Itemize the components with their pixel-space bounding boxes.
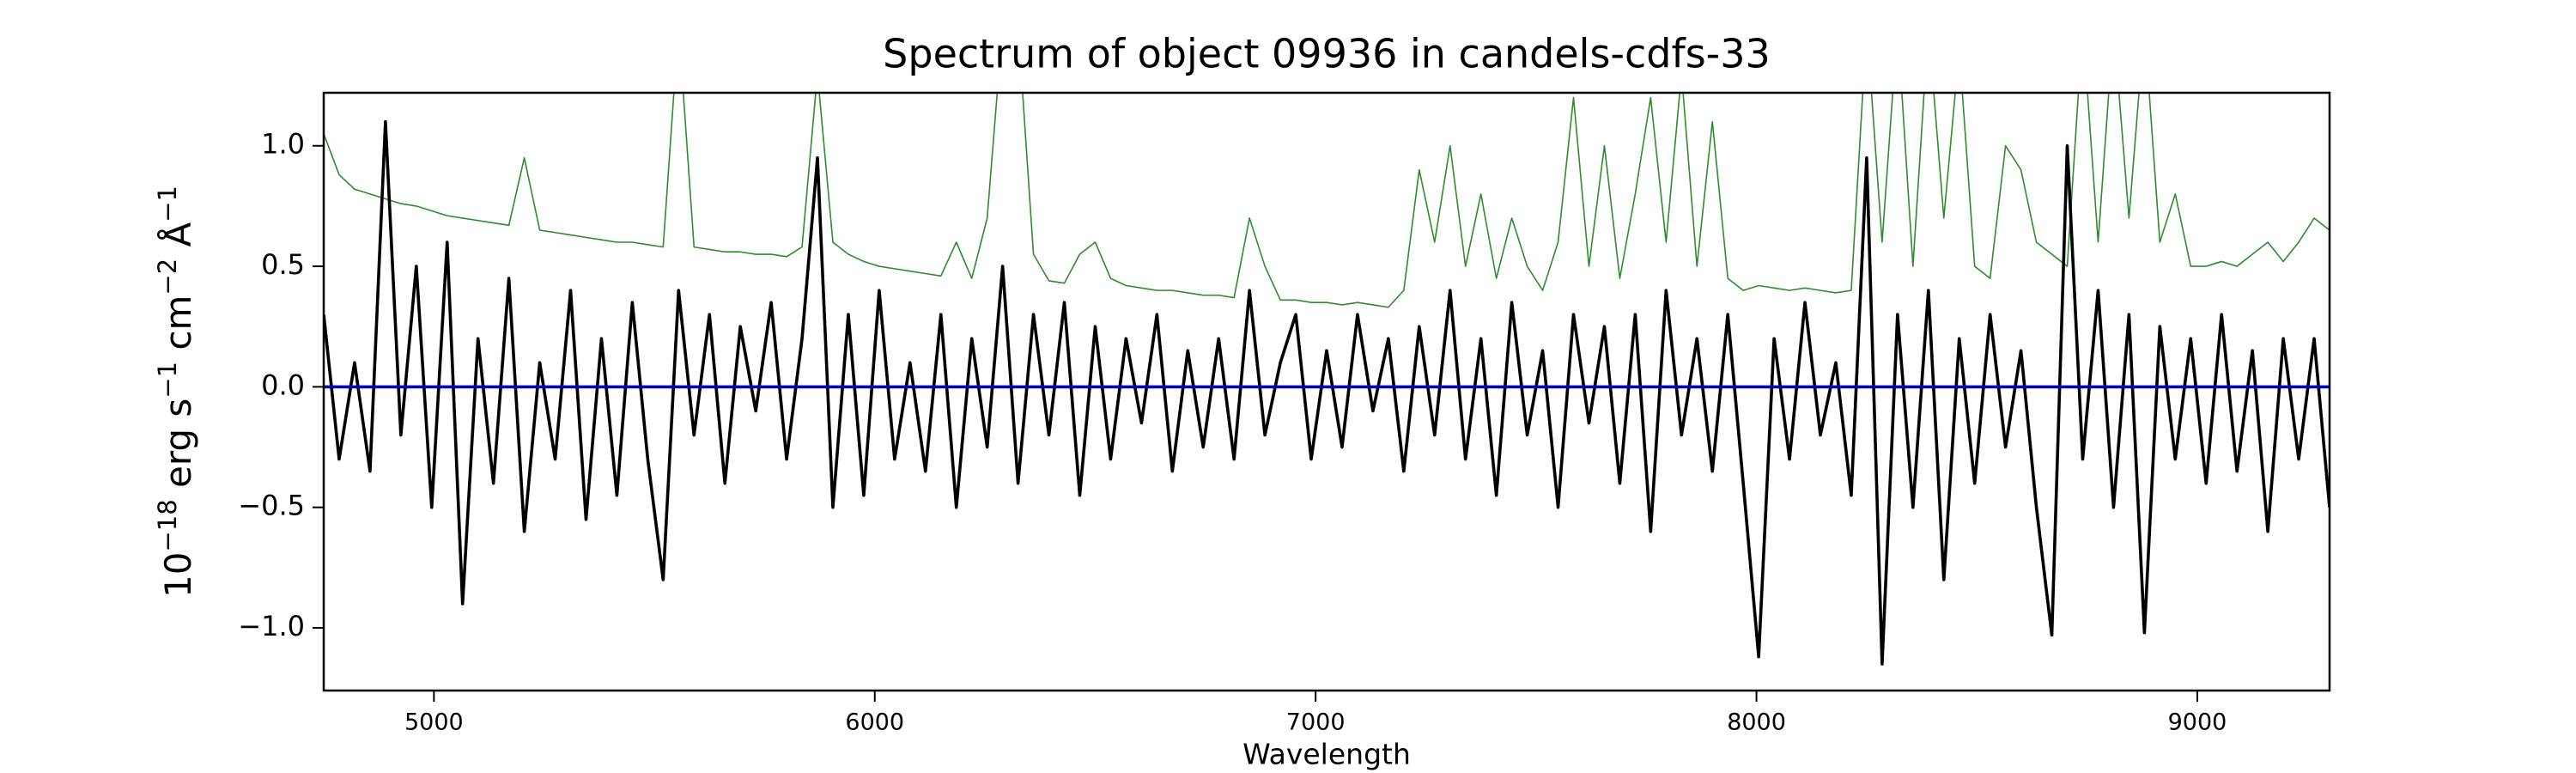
x-tick-label: 9000 — [2168, 709, 2227, 736]
y-axis-label-part: −18 — [153, 499, 182, 551]
y-axis-label-part: cm — [157, 295, 199, 362]
y-tick-label: 0.0 — [261, 368, 305, 401]
y-tick-label: −0.5 — [238, 490, 305, 522]
y-axis-label-part: 10 — [157, 552, 199, 598]
plot-area — [324, 93, 2330, 666]
x-axis-label: Wavelength — [1242, 738, 1411, 771]
x-tick-label: 8000 — [1727, 709, 1786, 736]
x-tick-label: 7000 — [1286, 709, 1346, 736]
spectrum-line — [324, 93, 2330, 308]
y-axis-label-part: −1 — [153, 362, 182, 399]
y-axis-label: 10−18 erg s−1 cm−2 Å−1 — [153, 186, 199, 598]
y-axis-label-part: erg s — [157, 399, 199, 500]
y-tick-label: 0.5 — [261, 248, 305, 281]
y-tick-label: 1.0 — [261, 128, 305, 161]
axes-frame — [322, 91, 2331, 692]
y-axis-label-part: −1 — [153, 186, 182, 222]
spectrum-line — [324, 119, 2330, 666]
x-tick-label: 6000 — [845, 709, 904, 736]
y-axis-label-part: Å — [156, 222, 199, 259]
y-axis-label-part: −2 — [153, 259, 182, 295]
x-tick-label: 5000 — [404, 709, 464, 736]
y-tick-label: −1.0 — [238, 610, 305, 642]
chart-title: Spectrum of object 09936 in candels-cdfs… — [883, 31, 1771, 77]
